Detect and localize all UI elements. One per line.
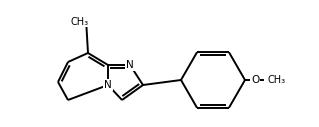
Text: N: N <box>104 80 112 90</box>
Text: CH₃: CH₃ <box>267 75 285 85</box>
Text: N: N <box>126 60 134 70</box>
Text: CH₃: CH₃ <box>71 17 89 27</box>
Text: O: O <box>251 75 259 85</box>
